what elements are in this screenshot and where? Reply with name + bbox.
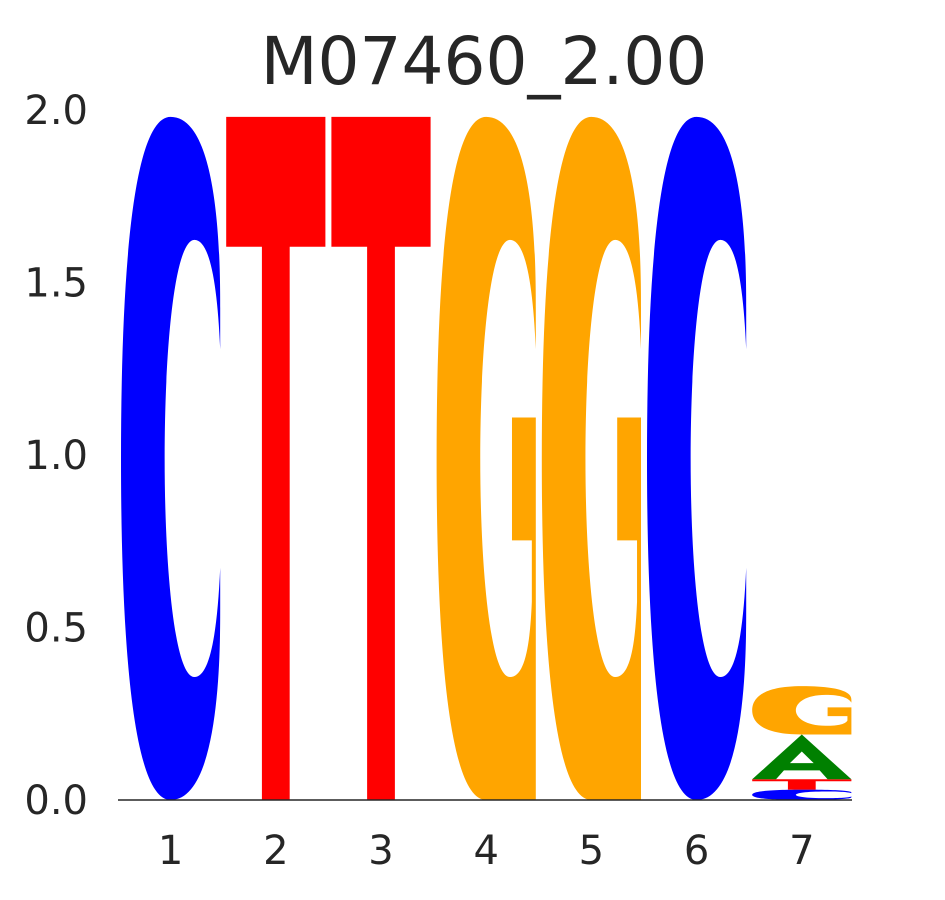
logo-stacks — [121, 116, 852, 800]
x-tick-label: 6 — [684, 828, 709, 874]
letter-t-glyph — [331, 116, 431, 800]
logo-column-3 — [331, 116, 431, 800]
letter-g-glyph — [541, 116, 641, 800]
chart-title: M07460_2.00 — [261, 23, 708, 100]
letter-t-glyph — [226, 116, 326, 800]
letter-c-glyph — [121, 116, 221, 800]
logo-column-6 — [647, 116, 747, 800]
y-tick-label: 1.0 — [24, 433, 88, 479]
y-tick-label: 0.0 — [24, 778, 88, 824]
x-tick-label: 5 — [579, 828, 604, 874]
letter-g-glyph — [436, 116, 536, 800]
letter-g-glyph — [752, 686, 852, 735]
x-tick-label: 1 — [158, 828, 183, 874]
letter-t-glyph — [752, 779, 852, 790]
x-tick-label: 4 — [473, 828, 498, 874]
letter-c-glyph — [647, 116, 747, 800]
logo-column-1 — [121, 116, 221, 800]
logo-column-2 — [226, 116, 326, 800]
y-axis: 0.0 0.5 1.0 1.5 2.0 — [24, 88, 88, 824]
logo-column-7 — [752, 686, 852, 800]
x-tick-label: 2 — [263, 828, 288, 874]
logo-column-4 — [436, 116, 536, 800]
y-tick-label: 2.0 — [24, 88, 88, 134]
letter-a-glyph — [752, 734, 852, 780]
x-tick-label: 7 — [789, 828, 814, 874]
y-tick-label: 0.5 — [24, 606, 88, 652]
y-tick-label: 1.5 — [24, 261, 88, 307]
x-axis: 1 2 3 4 5 6 7 — [158, 828, 815, 874]
x-tick-label: 3 — [368, 828, 393, 874]
letter-c-glyph — [752, 789, 852, 800]
logo-column-5 — [541, 116, 641, 800]
